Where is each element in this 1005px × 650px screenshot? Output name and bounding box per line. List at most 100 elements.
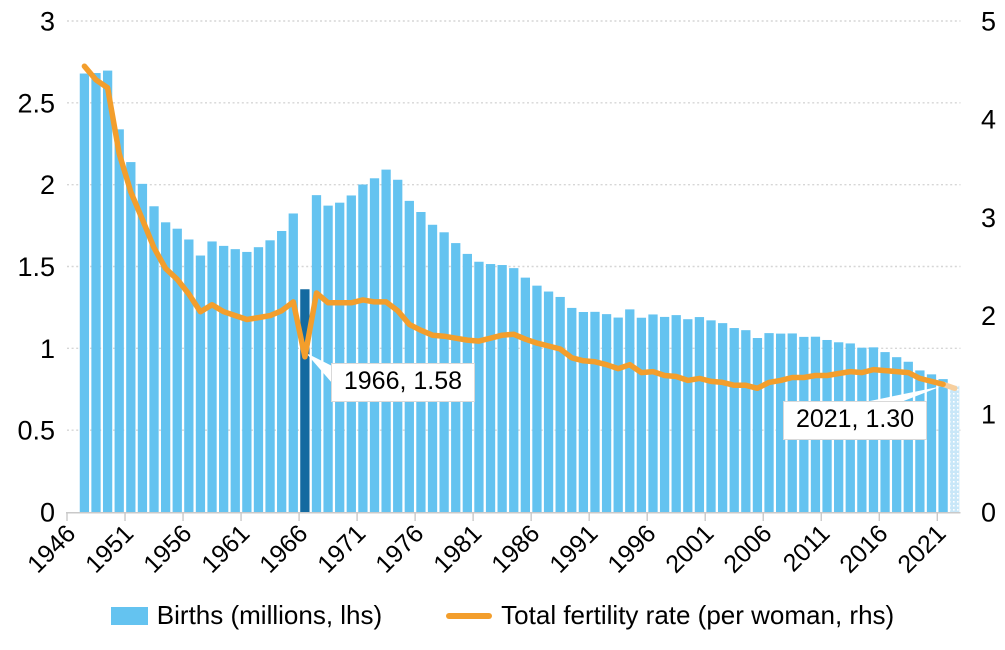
bar-1966 bbox=[300, 289, 310, 512]
svg-text:1.5: 1.5 bbox=[17, 252, 55, 282]
svg-text:1946: 1946 bbox=[22, 519, 81, 578]
bar-1989 bbox=[567, 307, 577, 512]
bar-1972 bbox=[369, 178, 380, 512]
svg-text:1951: 1951 bbox=[80, 519, 139, 578]
bar-1995 bbox=[636, 317, 647, 512]
bar-1974 bbox=[393, 179, 403, 513]
annotation-2021-label: 2021, 1.30 bbox=[795, 405, 915, 434]
svg-text:0: 0 bbox=[981, 498, 996, 528]
bar-2020 bbox=[926, 374, 937, 512]
annotation-callouts bbox=[305, 352, 942, 403]
tfr-line bbox=[81, 63, 946, 392]
bar-2005 bbox=[752, 338, 763, 512]
legend-item-tfr: Total fertility rate (per woman, rhs) bbox=[446, 600, 894, 631]
bar-1988 bbox=[555, 296, 565, 512]
births-swatch-icon bbox=[110, 606, 148, 625]
bar-1949 bbox=[102, 70, 113, 512]
bar-2003 bbox=[729, 328, 739, 512]
x-axis bbox=[66, 511, 961, 521]
svg-text:3: 3 bbox=[40, 7, 55, 37]
svg-text:2021: 2021 bbox=[892, 519, 951, 578]
bar-1986 bbox=[532, 285, 542, 512]
svg-text:1: 1 bbox=[40, 334, 55, 364]
bar-2004 bbox=[741, 330, 751, 512]
bar-1973 bbox=[381, 169, 391, 513]
bar-1998 bbox=[671, 315, 681, 512]
tfr-line-swatch-icon bbox=[446, 612, 493, 619]
bar-1952 bbox=[137, 183, 148, 512]
bar-2019 bbox=[915, 370, 925, 512]
bar-1971 bbox=[358, 184, 368, 513]
annotation-2021: 2021, 1.30 bbox=[782, 401, 928, 441]
bar-1954 bbox=[160, 222, 171, 512]
bar-1948 bbox=[91, 73, 101, 513]
bar-1999 bbox=[683, 319, 693, 512]
svg-text:0: 0 bbox=[40, 498, 55, 528]
svg-text:5: 5 bbox=[981, 7, 996, 37]
legend-births-label: Births (millions, lhs) bbox=[156, 600, 383, 630]
bar-1968 bbox=[323, 205, 333, 512]
y-axis-left-labels: 0 0.5 1 1.5 2 2.5 3 bbox=[17, 7, 55, 528]
bar-1990 bbox=[578, 311, 589, 512]
svg-text:2: 2 bbox=[40, 170, 55, 200]
svg-text:1996: 1996 bbox=[602, 519, 661, 578]
svg-text:1971: 1971 bbox=[312, 519, 371, 578]
chart-canvas: 00.511.522.53012345194619511956196119661… bbox=[17, 7, 996, 579]
legend-item-births: Births (millions, lhs) bbox=[110, 600, 383, 631]
svg-text:2016: 2016 bbox=[834, 519, 893, 578]
svg-text:1956: 1956 bbox=[138, 519, 197, 578]
bar-1951 bbox=[126, 162, 136, 512]
svg-text:1961: 1961 bbox=[196, 519, 255, 578]
svg-text:2011: 2011 bbox=[778, 519, 836, 577]
bar-1959 bbox=[219, 245, 229, 513]
bar-1985 bbox=[520, 277, 530, 512]
bar-1993 bbox=[613, 317, 623, 512]
bar-1963 bbox=[265, 240, 275, 512]
svg-text:1966: 1966 bbox=[254, 519, 313, 578]
annotation-1966: 1966, 1.58 bbox=[330, 362, 476, 402]
bar-1994 bbox=[625, 309, 635, 512]
svg-text:2001: 2001 bbox=[660, 519, 719, 578]
svg-text:2.5: 2.5 bbox=[17, 88, 55, 118]
svg-text:3: 3 bbox=[981, 203, 996, 233]
bar-2000 bbox=[694, 317, 705, 512]
legend-tfr-label: Total fertility rate (per woman, rhs) bbox=[501, 600, 895, 630]
bar-1997 bbox=[659, 316, 670, 512]
bar-1962 bbox=[253, 247, 264, 513]
bar-1970 bbox=[346, 195, 356, 512]
bar-1953 bbox=[149, 206, 159, 512]
annotation-1966-label: 1966, 1.58 bbox=[343, 366, 463, 395]
bar-1982 bbox=[485, 264, 496, 512]
svg-text:1981: 1981 bbox=[428, 519, 487, 578]
svg-text:1986: 1986 bbox=[486, 519, 545, 578]
bar-1964 bbox=[277, 230, 287, 513]
bar-1956 bbox=[184, 239, 194, 512]
bar-2006 bbox=[764, 333, 774, 512]
x-axis-labels: 1946195119561961196619711976198119861991… bbox=[22, 519, 951, 578]
y-axis-right-labels: 0 1 2 3 4 5 bbox=[981, 7, 996, 528]
bar-1950 bbox=[114, 129, 124, 512]
bar-1983 bbox=[497, 265, 507, 512]
svg-text:1976: 1976 bbox=[370, 519, 429, 578]
bar-1958 bbox=[207, 241, 217, 513]
bar-1961 bbox=[242, 251, 252, 513]
bar-1996 bbox=[648, 314, 658, 512]
bar-1955 bbox=[172, 228, 182, 512]
svg-text:1: 1 bbox=[981, 399, 996, 429]
bar-1957 bbox=[195, 255, 206, 512]
svg-text:4: 4 bbox=[981, 105, 996, 135]
bar-1991 bbox=[590, 311, 600, 512]
bar-2021 bbox=[938, 379, 948, 512]
bar-1984 bbox=[509, 268, 519, 512]
bar-1975 bbox=[404, 200, 414, 512]
bar-1987 bbox=[543, 291, 554, 512]
bar-2002 bbox=[717, 323, 728, 512]
bar-1992 bbox=[601, 314, 612, 512]
bar-1969 bbox=[335, 202, 345, 513]
bar-1976 bbox=[416, 211, 426, 512]
bar-1981 bbox=[474, 261, 484, 512]
bar-1947 bbox=[79, 73, 90, 513]
svg-text:2006: 2006 bbox=[718, 519, 777, 578]
svg-text:1991: 1991 bbox=[544, 519, 603, 578]
